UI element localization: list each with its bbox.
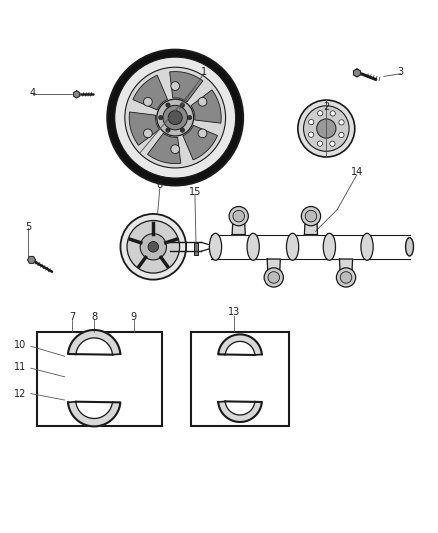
Polygon shape (218, 334, 262, 355)
Wedge shape (170, 71, 203, 102)
Text: 15: 15 (189, 187, 201, 197)
Circle shape (229, 206, 248, 226)
Ellipse shape (209, 233, 222, 260)
Circle shape (198, 129, 207, 138)
Circle shape (336, 268, 356, 287)
Text: 4: 4 (30, 88, 36, 99)
Circle shape (340, 272, 352, 283)
Text: 9: 9 (131, 312, 137, 322)
Circle shape (115, 57, 236, 178)
Circle shape (318, 111, 323, 116)
Ellipse shape (323, 233, 336, 260)
Circle shape (148, 241, 159, 252)
Circle shape (166, 103, 170, 107)
Polygon shape (218, 401, 262, 422)
Circle shape (308, 132, 314, 138)
Ellipse shape (406, 238, 413, 256)
Polygon shape (28, 256, 35, 263)
Circle shape (159, 115, 163, 120)
Circle shape (298, 100, 355, 157)
Wedge shape (191, 90, 221, 123)
Text: 13: 13 (228, 308, 240, 318)
Ellipse shape (247, 233, 259, 260)
Wedge shape (129, 112, 159, 146)
Text: 2: 2 (323, 102, 329, 111)
Bar (191, 332, 289, 426)
Circle shape (127, 221, 180, 273)
Circle shape (125, 67, 226, 168)
Polygon shape (304, 216, 318, 235)
Circle shape (171, 145, 180, 154)
Circle shape (187, 115, 192, 120)
Circle shape (309, 119, 314, 125)
Circle shape (168, 110, 182, 125)
Circle shape (180, 128, 185, 132)
Ellipse shape (286, 233, 299, 260)
Circle shape (305, 211, 317, 222)
Circle shape (330, 141, 335, 147)
Circle shape (330, 111, 336, 116)
Circle shape (163, 106, 187, 130)
Circle shape (171, 82, 180, 91)
Text: 5: 5 (25, 222, 32, 232)
Text: 12: 12 (14, 389, 26, 399)
Polygon shape (339, 259, 353, 278)
Circle shape (268, 272, 279, 283)
Circle shape (264, 268, 283, 287)
Circle shape (317, 141, 322, 146)
Circle shape (107, 50, 243, 185)
Circle shape (144, 98, 152, 106)
Polygon shape (267, 259, 280, 278)
Circle shape (339, 120, 344, 125)
Wedge shape (183, 125, 218, 160)
Text: 10: 10 (14, 341, 26, 350)
Polygon shape (232, 216, 245, 235)
Circle shape (144, 129, 152, 138)
Text: 1: 1 (201, 67, 207, 77)
Bar (37, 332, 162, 426)
Circle shape (157, 99, 194, 136)
Circle shape (317, 119, 336, 138)
Polygon shape (68, 402, 120, 426)
Polygon shape (74, 91, 80, 98)
Text: 7: 7 (69, 312, 75, 322)
Polygon shape (68, 330, 120, 354)
Circle shape (233, 211, 244, 222)
Wedge shape (133, 75, 167, 110)
Text: 3: 3 (398, 67, 404, 77)
Circle shape (180, 103, 185, 107)
Text: 8: 8 (91, 312, 97, 322)
Ellipse shape (361, 233, 373, 260)
Circle shape (301, 206, 321, 226)
Circle shape (304, 106, 349, 151)
Circle shape (198, 98, 207, 106)
Circle shape (120, 214, 186, 280)
Text: 6: 6 (157, 181, 163, 190)
Circle shape (140, 233, 166, 260)
Circle shape (339, 132, 344, 138)
Bar (194, 243, 198, 255)
Text: 14: 14 (351, 167, 363, 177)
Circle shape (166, 128, 170, 132)
Text: 11: 11 (14, 362, 26, 372)
Polygon shape (353, 69, 360, 77)
Wedge shape (148, 133, 181, 164)
